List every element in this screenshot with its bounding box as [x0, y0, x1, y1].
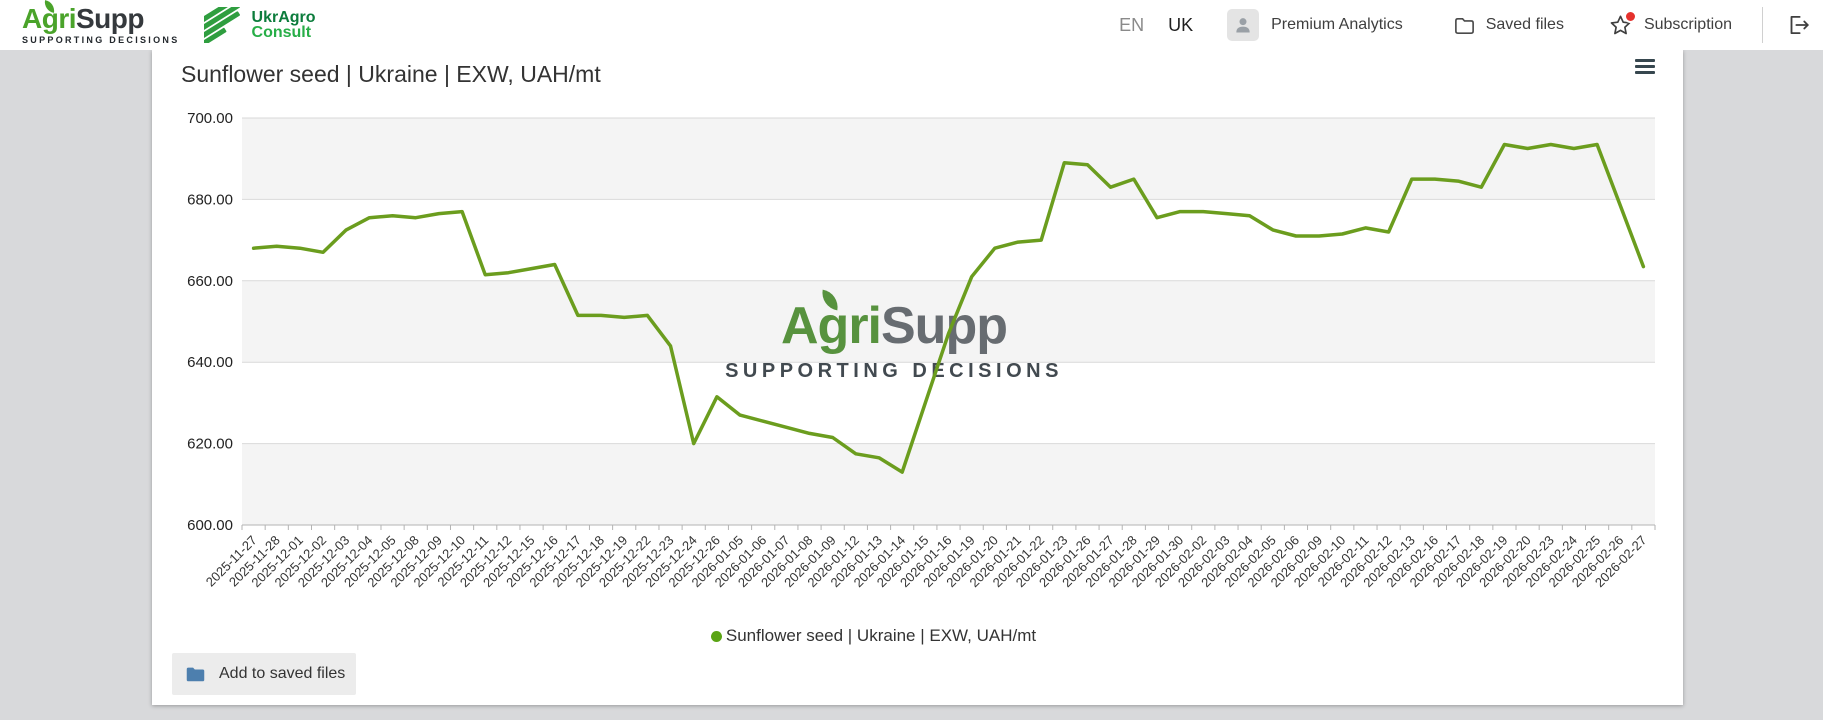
svg-text:680.00: 680.00 — [187, 191, 233, 208]
legend-label: Sunflower seed | Ukraine | EXW, UAH/mt — [725, 626, 1037, 645]
chart-menu-button[interactable] — [1635, 59, 1655, 77]
svg-text:600.00: 600.00 — [187, 517, 233, 534]
ukragroconsult-logo[interactable]: UkrAgro Consult — [203, 7, 316, 43]
legend-dot — [710, 630, 722, 642]
language-uk[interactable]: UK — [1168, 14, 1194, 35]
star-icon[interactable] — [1608, 9, 1637, 38]
ukragro-line1: UkrAgro — [251, 9, 316, 26]
add-to-saved-files-label: Add to saved files — [219, 665, 346, 682]
agrisupp-logo[interactable]: AgriSupp SUPPORTING DECISIONS — [22, 0, 180, 45]
logo-brand-dark: Supp — [76, 3, 145, 34]
ukragro-line2: Consult — [251, 24, 312, 41]
legend-item[interactable]: Sunflower seed | Ukraine | EXW, UAH/mt — [108, 626, 1639, 646]
chart-card: Sunflower seed | Ukraine | EXW, UAH/mt 7… — [152, 50, 1683, 705]
chart-plot-area[interactable]: 700.00680.00660.00640.00620.00600.002025… — [152, 50, 1683, 650]
premium-analytics-link[interactable]: Premium Analytics — [1271, 16, 1403, 33]
ukragro-stripes-icon — [203, 7, 244, 43]
avatar[interactable] — [1227, 9, 1260, 41]
logout-icon[interactable] — [1785, 12, 1811, 38]
agrisupp-logo-text: AgriSupp — [22, 0, 180, 34]
header-divider — [1762, 7, 1763, 43]
saved-files-link[interactable]: Saved files — [1485, 16, 1564, 33]
subscription-link[interactable]: Subscription — [1643, 16, 1732, 33]
language-en[interactable]: EN — [1119, 14, 1145, 35]
svg-text:700.00: 700.00 — [187, 110, 233, 127]
logo-tagline: SUPPORTING DECISIONS — [22, 35, 180, 45]
svg-text:640.00: 640.00 — [187, 354, 233, 371]
folder-icon[interactable] — [1453, 14, 1476, 37]
blue-folder-icon — [186, 667, 205, 682]
add-to-saved-files-button[interactable]: Add to saved files — [172, 653, 356, 695]
chart-title: Sunflower seed | Ukraine | EXW, UAH/mt — [181, 61, 601, 87]
svg-text:620.00: 620.00 — [187, 436, 233, 453]
svg-text:660.00: 660.00 — [187, 273, 233, 290]
notification-badge — [1623, 9, 1637, 23]
top-header: AgriSupp SUPPORTING DECISIONS UkrAgro Co… — [0, 0, 1823, 50]
user-icon — [1236, 18, 1250, 33]
